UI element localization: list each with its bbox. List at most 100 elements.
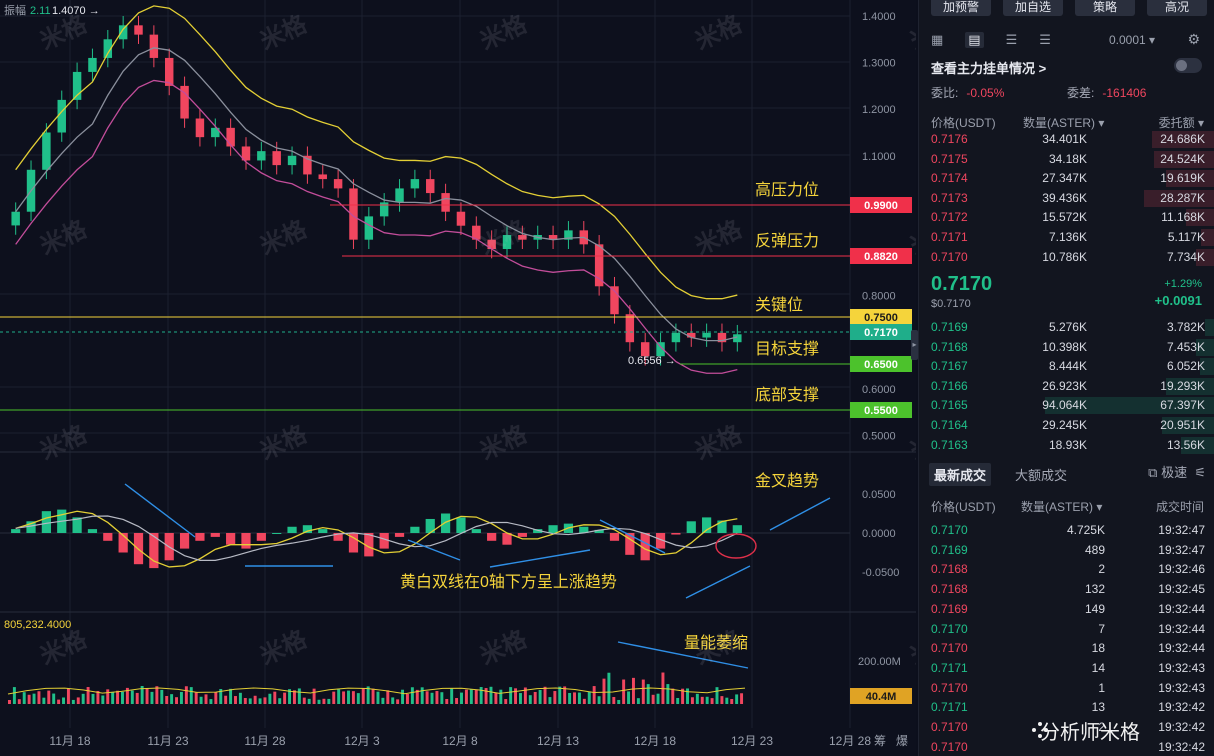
watermark-text: 米格 <box>256 420 312 465</box>
volume-bar <box>81 693 85 704</box>
depth-bar <box>1205 319 1214 336</box>
trade-row: 0.7168 132 19:32:45 <box>919 580 1214 600</box>
level-label: 底部支撑 <box>755 386 819 404</box>
macd-histogram-bar <box>210 533 220 537</box>
candle <box>118 25 128 40</box>
volume-bar <box>57 699 61 704</box>
volume-bar <box>617 699 621 704</box>
ask-row[interactable]: 0.7175 34.18K 24.524K <box>919 150 1214 169</box>
bids-view-icon[interactable]: ☰ <box>1005 32 1018 47</box>
depth-bar <box>1201 229 1214 246</box>
depth-bar <box>1045 397 1214 415</box>
level-value: 0.9900 <box>864 200 898 212</box>
volume-bar <box>121 691 124 704</box>
volume-bar <box>135 692 139 704</box>
ask-row[interactable]: 0.7171 7.136K 5.117K <box>919 228 1214 247</box>
add-watchlist-button[interactable]: 加自选 <box>1003 0 1063 16</box>
bid-row[interactable]: 0.7169 5.276K 3.782K <box>919 318 1214 337</box>
depth-bar <box>1196 248 1214 266</box>
candle <box>72 71 82 100</box>
date-axis-tick: 12月 23 <box>731 734 773 748</box>
volume-bar <box>27 694 31 704</box>
trade-price: 0.7169 <box>931 542 968 557</box>
trade-price: 0.7170 <box>931 720 968 734</box>
price-axis-tick: 0.5000 <box>862 430 896 442</box>
ask-row[interactable]: 0.7170 10.786K 7.734K <box>919 248 1214 267</box>
trade-row: 0.7171 13 19:32:42 <box>919 698 1214 718</box>
ask-row[interactable]: 0.7172 15.572K 11.168K <box>919 208 1214 227</box>
volume-bar <box>361 688 365 704</box>
price-cell: 0.7170 <box>931 249 968 264</box>
level-value: 0.5500 <box>864 405 898 417</box>
candle <box>518 235 527 240</box>
overview-button[interactable]: 高况 <box>1147 0 1207 16</box>
volume-bar <box>587 691 591 704</box>
candle <box>88 57 97 72</box>
price-axis-tick: 1.1000 <box>862 151 896 163</box>
volume-bar <box>76 697 80 704</box>
volume-bar <box>563 686 567 704</box>
filter-icon[interactable]: ⚟ <box>1190 465 1206 480</box>
candle <box>594 244 604 287</box>
trade-header-qty[interactable]: 数量(ASTER) ▾ <box>1021 500 1103 514</box>
bid-row[interactable]: 0.7165 94.064K 67.397K <box>919 396 1214 415</box>
watermark-text: 米格 <box>36 420 92 465</box>
ask-row[interactable]: 0.7174 27.347K 19.619K <box>919 169 1214 188</box>
fast-mode-icon[interactable]: ⧉ <box>1148 465 1158 480</box>
volume-bar <box>612 697 616 704</box>
ask-row[interactable]: 0.7176 34.401K 24.686K <box>919 130 1214 149</box>
bid-row[interactable]: 0.7164 29.245K 20.951K <box>919 416 1214 435</box>
volume-bar <box>184 686 188 704</box>
bid-row[interactable]: 0.7166 26.923K 19.293K <box>919 377 1214 396</box>
depth-bar <box>1186 209 1214 227</box>
bid-row[interactable]: 0.7163 18.93K 13.56K <box>919 436 1214 455</box>
macd-histogram-bar <box>671 533 681 535</box>
strategy-button[interactable]: 策略 <box>1075 0 1135 16</box>
gear-icon[interactable]: ⚙ <box>1187 31 1200 47</box>
fast-mode-label[interactable]: 极速 <box>1161 465 1188 480</box>
level-label: 关键位 <box>755 296 803 314</box>
golden-cross-circle <box>715 533 757 559</box>
tab-latest-trades[interactable]: 最新成交 <box>929 463 992 486</box>
bid-row[interactable]: 0.7167 8.444K 6.052K <box>919 357 1214 376</box>
add-alert-button[interactable]: 加预警 <box>931 0 991 16</box>
tab-large-trades[interactable]: 大额成交 <box>1015 468 1068 483</box>
total-cell: 67.397K <box>1160 398 1205 413</box>
quantity-cell: 29.245K <box>1042 418 1087 432</box>
quantity-cell: 94.064K <box>1042 398 1087 413</box>
trade-time: 19:32:43 <box>1158 680 1205 695</box>
macd-histogram-bar <box>226 533 236 545</box>
price-chart[interactable]: 1.4000 1.3000 1.2000 1.1000 0.8000 0.6000 0.50… <box>0 0 916 756</box>
ob-header-qty[interactable]: 数量(ASTER) ▾ <box>1023 116 1105 130</box>
ob-header-total[interactable]: 委托额 ▾ <box>1158 116 1204 130</box>
volume-bar <box>179 691 183 704</box>
grid-view-icon[interactable]: ▦ <box>931 32 944 47</box>
trade-row: 0.7171 14 19:32:43 <box>919 659 1214 679</box>
both-sides-view-icon[interactable]: ▤ <box>965 32 984 48</box>
ask-row[interactable]: 0.7173 39.436K 28.287K <box>919 189 1214 208</box>
asks-view-icon[interactable]: ☰ <box>1039 32 1051 47</box>
watermark-text: 米格 <box>691 625 747 670</box>
trade-row: 0.7170 1 19:32:43 <box>919 679 1214 699</box>
collapse-handle[interactable]: ▸ <box>911 330 918 360</box>
chart-panel[interactable]: 1.4000 1.3000 1.2000 1.1000 0.8000 0.6000 0.50… <box>0 0 916 756</box>
price-cell: 0.7164 <box>931 418 968 432</box>
main-orders-toggle[interactable] <box>1174 58 1202 73</box>
candle <box>656 342 665 357</box>
depth-select[interactable]: 0.0001 ▾ <box>1109 33 1156 47</box>
volume-bar <box>607 672 611 704</box>
bid-row[interactable]: 0.7168 10.398K 7.453K <box>919 338 1214 357</box>
volume-bar <box>627 691 631 704</box>
volume-bar <box>376 691 380 704</box>
volume-bar <box>332 691 336 704</box>
volume-bar <box>725 697 729 704</box>
watermark-text: 米格 <box>906 215 916 260</box>
volume-bar <box>651 694 655 704</box>
main-orders-link[interactable]: 查看主力挂单情况 > <box>931 58 1046 77</box>
trade-price: 0.7171 <box>931 700 968 715</box>
candle <box>564 230 573 240</box>
volume-bar <box>273 691 277 704</box>
volume-bar <box>37 691 41 704</box>
volume-bar <box>106 689 110 704</box>
quantity-cell: 5.276K <box>1048 320 1087 334</box>
